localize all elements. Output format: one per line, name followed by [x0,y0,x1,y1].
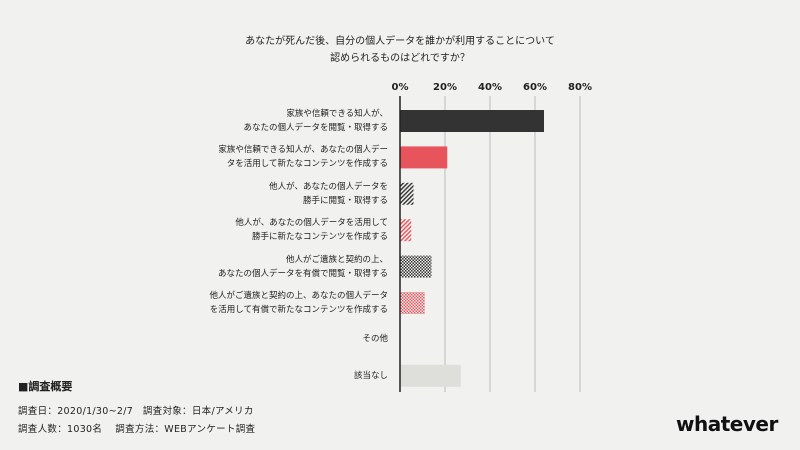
category-label-7: 該当なし [128,369,388,383]
category-label-line: 勝手に閲覧・取得する [302,195,388,206]
bar-0 [400,110,544,132]
whatever-logo: whatever [676,412,778,436]
category-label-1: 家族や信頼できる知人が、あなたの個人データを活用して新たなコンテンツを作成する [128,143,388,171]
category-label-line: 他人が、あなたの個人データを活用して [235,218,388,229]
x-tick-label: 40% [478,82,502,93]
category-label-line: 勝手に新たなコンテンツを作成する [251,232,388,243]
bar-7 [400,364,461,387]
category-label-line: あなたの個人データを閲覧・取得する [243,123,388,133]
bar-3 [400,219,412,242]
category-label-line: 他人が、あなたの個人データを [269,181,388,192]
chart-title-line-2: 認められるものはどれですか？ [330,53,470,64]
chart-title: あなたが死んだ後、自分の個人データを誰かが利用することについて 認められるものは… [0,33,800,67]
category-label-6: その他 [128,332,388,346]
category-label-5: 他人がご遺族と契約の上、あなたの個人データ を活用して有償で新たなコンテンツを作成… [128,289,388,317]
survey-dates-target: 調査日：2020/1/30~2/7 調査対象：日本/アメリカ [18,406,254,417]
category-label-line: あなたの個人データを有償で閲覧・取得する [217,268,388,279]
category-label-line: を活用して有償で新たなコンテンツを作成する [209,305,388,315]
category-label-0: 家族や信頼できる知人が、あなたの個人データを閲覧・取得する [128,107,388,135]
survey-heading: ■調査概要 [18,380,73,393]
bar-5 [400,292,425,314]
category-label-4: 他人がご遺族と契約の上、あなたの個人データを有償で閲覧・取得する [128,253,388,281]
category-label-line: 該当なし [353,370,388,381]
category-label-line: その他 [362,334,388,345]
category-label-2: 他人が、あなたの個人データを勝手に閲覧・取得する [128,180,388,208]
bar-2 [400,182,414,205]
survey-count-method: 調査人数：1030名 調査方法：WEBアンケート調査 [18,424,256,435]
category-label-line: 家族や信頼できる知人が、あなたの個人デー [218,145,388,156]
x-tick-label: 0% [392,82,409,93]
bar-4 [400,255,432,278]
x-tick-label: 60% [523,82,547,93]
x-tick-label: 20% [433,82,457,93]
category-label-line: 他人がご遺族と契約の上、あなたの個人データ [209,291,388,301]
x-tick-label: 80% [568,82,592,93]
bars [400,110,544,387]
chart-title-line-1: あなたが死んだ後、自分の個人データを誰かが利用することについて [245,36,555,47]
bar-1 [400,146,448,169]
category-label-line: 他人がご遺族と契約の上、 [285,254,388,265]
category-label-3: 他人が、あなたの個人データを活用して勝手に新たなコンテンツを作成する [128,216,388,244]
category-label-line: タを活用して新たなコンテンツを作成する [226,159,388,170]
category-label-line: 家族や信頼できる知人が、 [286,109,388,119]
x-axis-ticks: 0% 20% 40% 60% 80% [392,82,592,93]
gridlines [444,96,581,392]
